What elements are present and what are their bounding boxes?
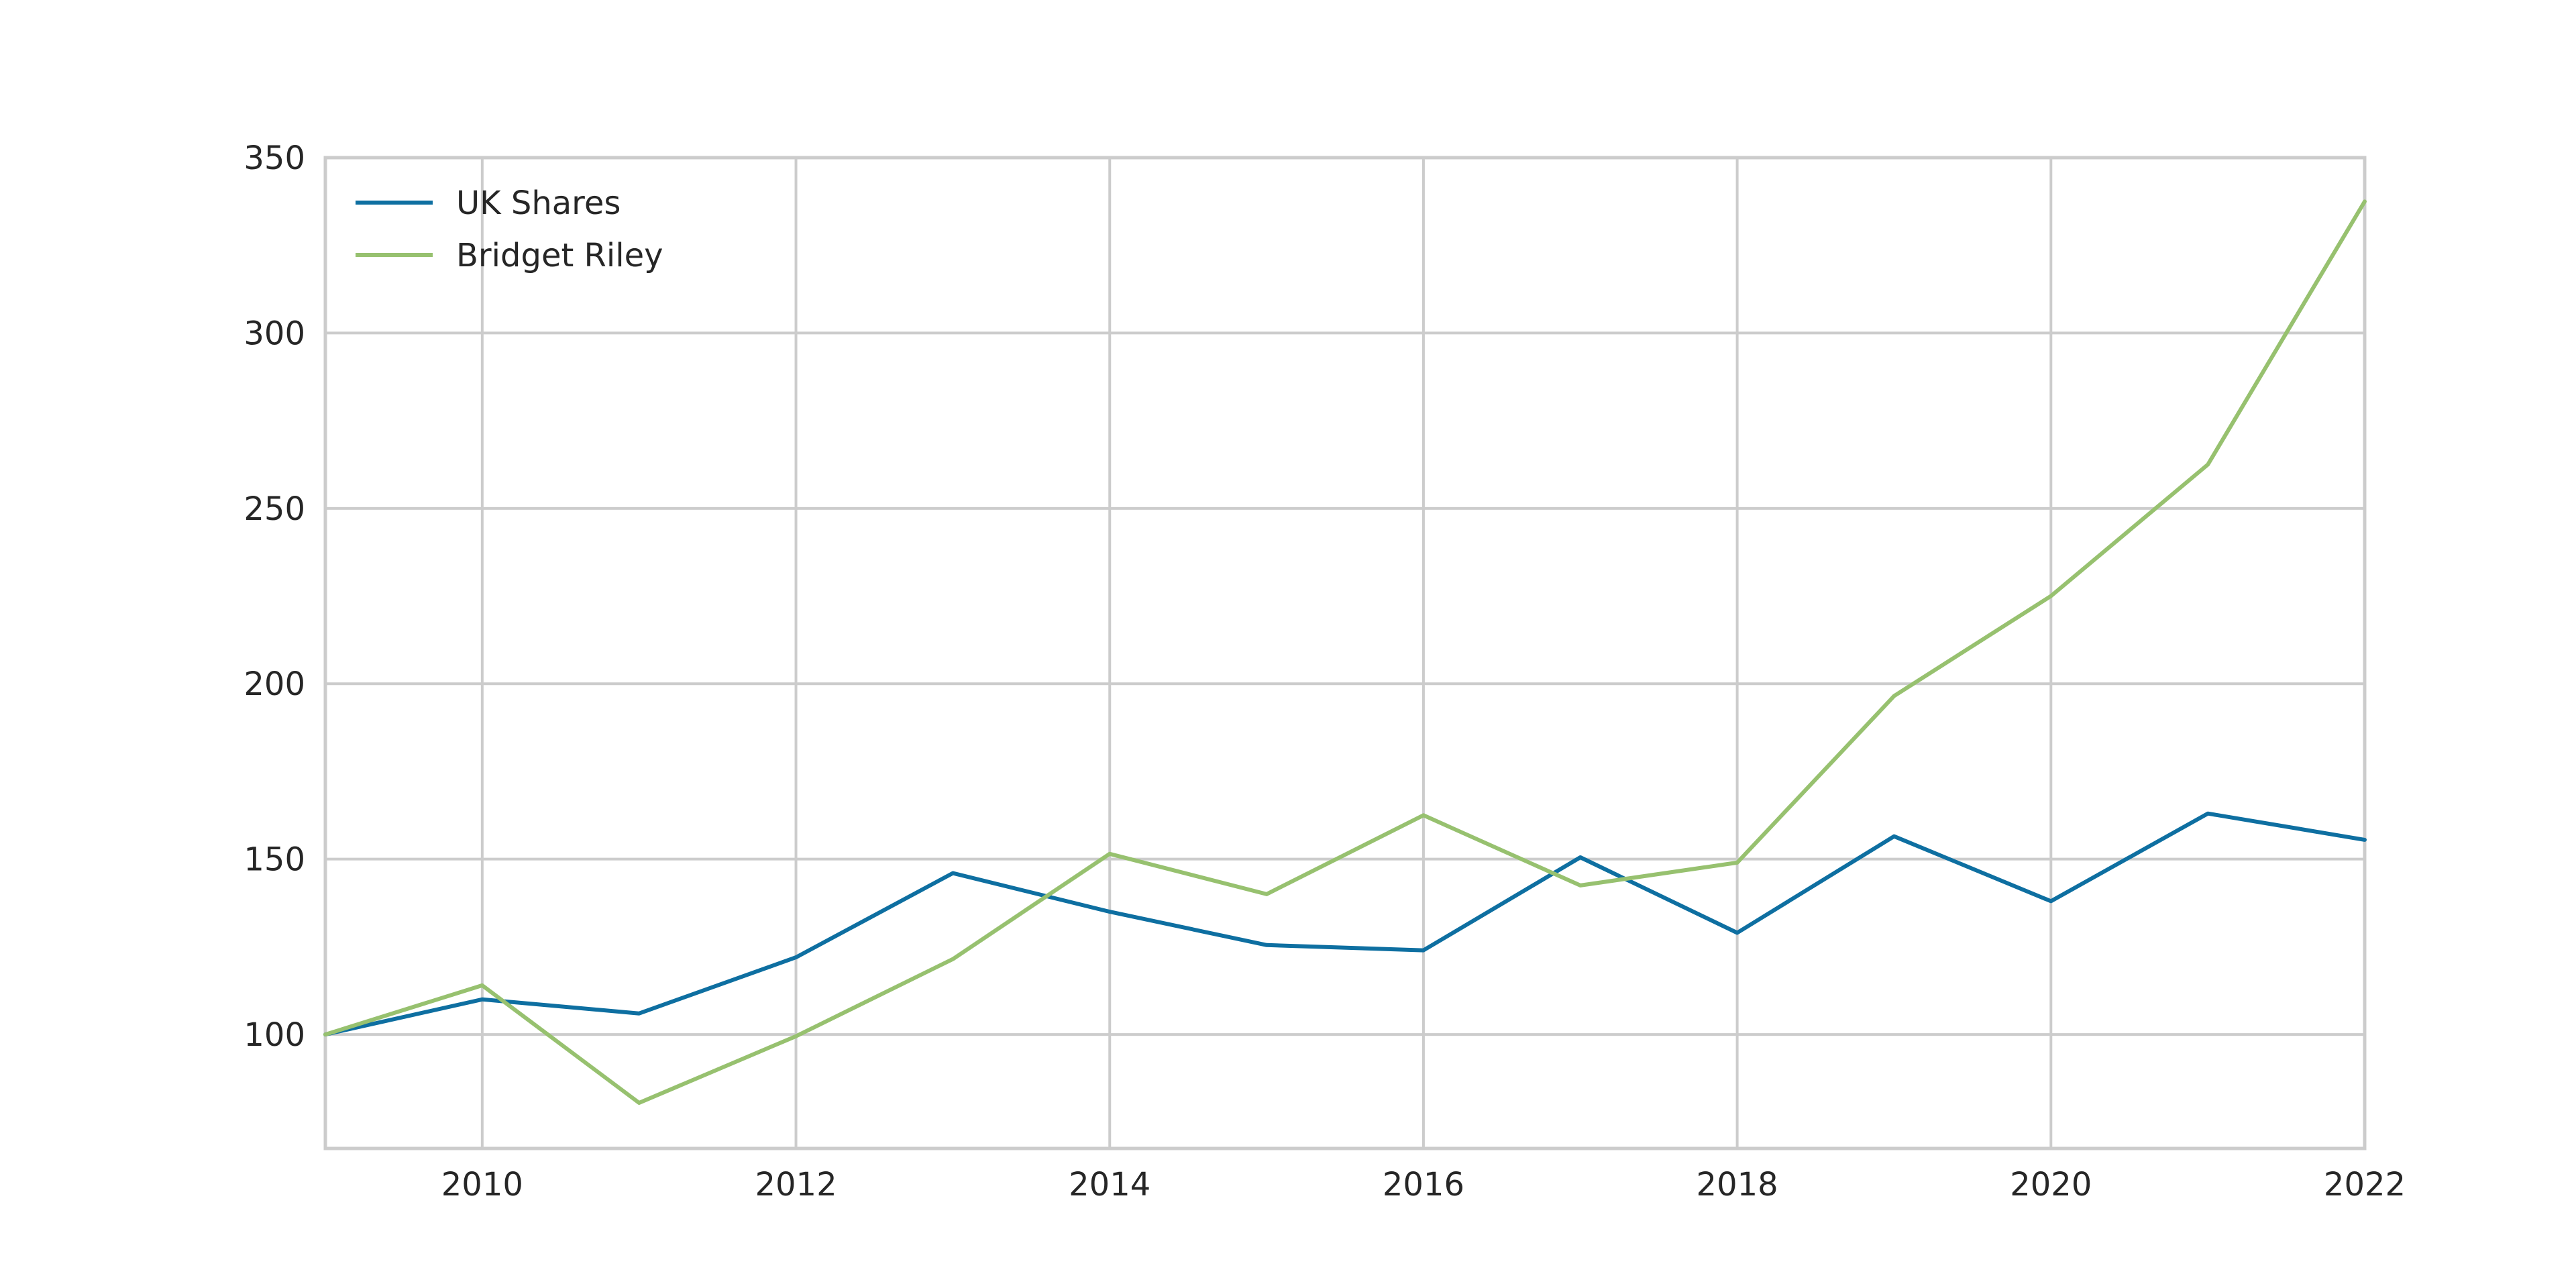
x-tick-labels: 2010 2012 2014 2016 2018 2020 2022 [441,1166,2406,1203]
x-tick-label: 2014 [1069,1166,1150,1203]
plot-border [323,156,2367,1150]
y-tick-label: 150 [244,841,305,879]
y-tick-label: 300 [244,315,305,352]
legend-label-0: UK Shares [456,184,621,222]
plot-frame [323,156,2367,1150]
legend-label-1: Bridget Riley [456,237,663,274]
y-tick-label: 350 [244,140,305,177]
series-line-0 [323,811,2367,1037]
x-tick-label: 2016 [1383,1166,1464,1203]
x-tick-label: 2018 [1697,1166,1778,1203]
y-tick-label: 200 [244,665,305,703]
y-tick-labels: 100 150 200 250 300 350 [244,140,305,1054]
x-tick-label: 2020 [2010,1166,2092,1203]
legend: UK Shares Bridget Riley [356,184,663,274]
x-tick-label: 2010 [441,1166,523,1203]
x-tick-label: 2022 [2324,1166,2406,1203]
y-tick-label: 100 [244,1016,305,1054]
y-tick-label: 250 [244,490,305,528]
series-lines [323,199,2367,1105]
series-line-1 [323,199,2367,1105]
x-tick-label: 2012 [755,1166,837,1203]
